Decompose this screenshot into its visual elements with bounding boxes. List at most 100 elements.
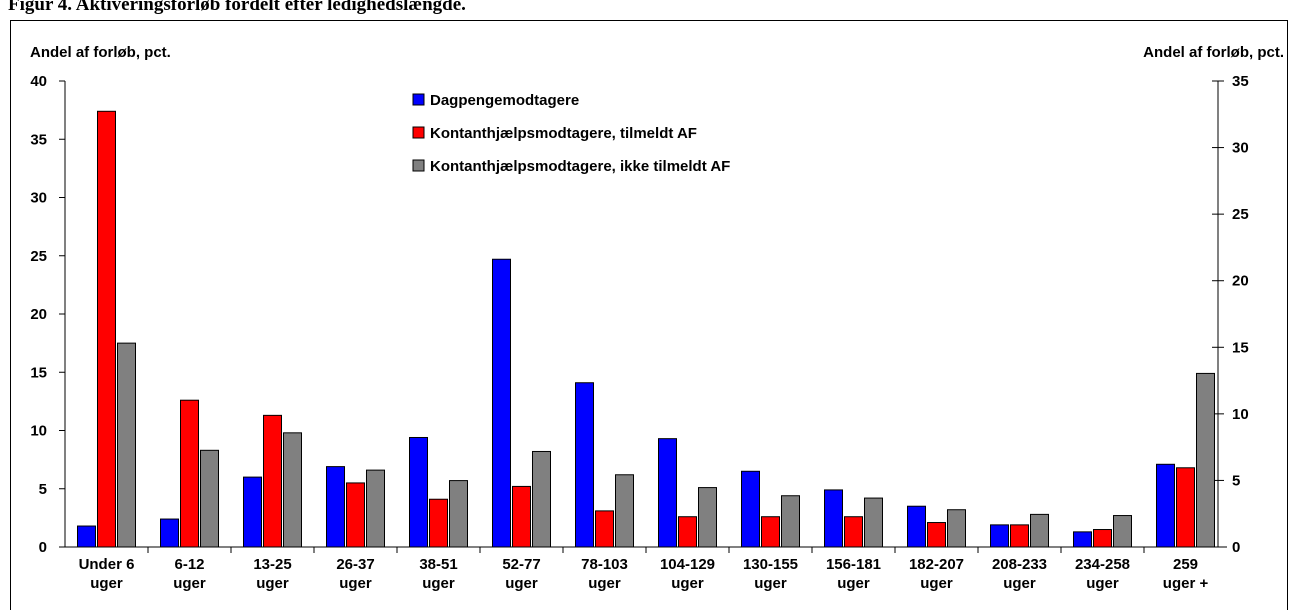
bar	[844, 516, 863, 548]
y-tick-label: 25	[30, 248, 47, 265]
bar	[615, 474, 634, 548]
bar	[575, 382, 594, 548]
x-tick-label-line: uger	[671, 575, 704, 592]
y-tick-label: 40	[30, 73, 47, 90]
y-tick-label: 15	[30, 364, 47, 381]
x-tick-label-line: uger	[1003, 575, 1036, 592]
legend-label: Kontanthjælpsmodtagere, ikke tilmeldt AF	[430, 158, 730, 175]
y2-tick-label: 0	[1232, 539, 1240, 556]
x-tick-label-line: 234-258	[1075, 556, 1130, 573]
x-tick-label-line: uger	[173, 575, 206, 592]
y2-tick-label: 20	[1232, 273, 1249, 290]
x-tick-label-line: 208-233	[992, 556, 1047, 573]
x-tick-label: 182-207 uger	[909, 556, 964, 592]
bar	[595, 510, 614, 548]
x-tick-label-line: 259	[1173, 556, 1198, 573]
x-tick-label-line: uger	[90, 575, 123, 592]
x-tick-label-line: 26-37	[336, 556, 374, 573]
bar	[907, 505, 926, 548]
legend-swatch	[412, 159, 425, 172]
bar	[678, 516, 697, 548]
bar	[781, 495, 800, 548]
x-tick-label-line: 6-12	[174, 556, 204, 573]
bar	[532, 450, 551, 548]
bar	[512, 485, 531, 548]
bar	[761, 516, 780, 548]
x-tick-label: 78-103 uger	[581, 556, 628, 592]
chart-title: Figur 4. Aktiveringsforløb fordelt efter…	[8, 0, 466, 15]
bar	[864, 497, 883, 548]
x-tick-label: 156-181 uger	[826, 556, 881, 592]
y-axis-label: Andel af forløb, pct.	[30, 44, 171, 61]
x-tick-label-line: uger	[837, 575, 870, 592]
y2-tick-label: 15	[1232, 339, 1249, 356]
x-tick-label-line: 13-25	[253, 556, 291, 573]
bar	[927, 522, 946, 548]
x-tick-label: 130-155 uger	[743, 556, 798, 592]
bar	[492, 258, 511, 548]
bar	[200, 449, 219, 548]
x-tick-label-line: 78-103	[581, 556, 628, 573]
x-tick-label: 38-51 uger	[419, 556, 457, 592]
x-tick-label-line: uger	[256, 575, 289, 592]
y-tick-label: 0	[39, 539, 47, 556]
bar	[1196, 372, 1215, 548]
bar	[429, 498, 448, 548]
legend-label: Dagpengemodtagere	[430, 92, 579, 109]
bar	[1073, 531, 1092, 548]
x-tick-label: 26-37 uger	[336, 556, 374, 592]
x-tick-label-line: uger +	[1163, 575, 1209, 592]
bar	[658, 438, 677, 548]
x-tick-label-line: Under 6	[79, 556, 135, 573]
bar	[180, 399, 199, 548]
legend-swatch	[412, 93, 425, 106]
bar	[263, 414, 282, 548]
bar	[1176, 467, 1195, 548]
x-tick-label-line: 182-207	[909, 556, 964, 573]
y2-tick-label: 10	[1232, 406, 1249, 423]
x-tick-label: 104-129 uger	[660, 556, 715, 592]
x-tick-label-line: uger	[754, 575, 787, 592]
bar	[243, 476, 262, 548]
x-tick-label-line: uger	[920, 575, 953, 592]
y2-tick-label: 25	[1232, 206, 1249, 223]
bar	[409, 436, 428, 548]
bar	[1113, 515, 1132, 548]
bar	[824, 489, 843, 548]
bar	[698, 487, 717, 548]
y2-tick-label: 35	[1232, 73, 1249, 90]
bar	[326, 466, 345, 548]
x-tick-label: 6-12 uger	[173, 556, 206, 592]
y-tick-label: 10	[30, 423, 47, 440]
bar	[346, 482, 365, 548]
x-tick-label-line: 52-77	[502, 556, 540, 573]
bar	[1010, 524, 1029, 548]
bar	[1156, 463, 1175, 548]
y-tick-label: 30	[30, 190, 47, 207]
chart-frame	[10, 20, 1288, 610]
x-tick-label: Under 6 uger	[79, 556, 135, 592]
x-tick-label-line: uger	[339, 575, 372, 592]
bar	[741, 470, 760, 548]
y-tick-label: 20	[30, 306, 47, 323]
bar	[97, 110, 116, 548]
bar	[366, 469, 385, 548]
x-tick-label-line: uger	[505, 575, 538, 592]
x-tick-label: 13-25 uger	[253, 556, 291, 592]
x-tick-label: 52-77 uger	[502, 556, 540, 592]
x-tick-label-line: uger	[422, 575, 455, 592]
x-tick-label-line: 130-155	[743, 556, 798, 573]
y-tick-label: 35	[30, 131, 47, 148]
bar	[990, 524, 1009, 548]
y2-tick-label: 5	[1232, 472, 1240, 489]
bar	[449, 480, 468, 548]
legend-swatch	[412, 126, 425, 139]
y2-axis-label: Andel af forløb, pct.	[1143, 44, 1284, 61]
bar	[160, 518, 179, 548]
x-tick-label-line: 156-181	[826, 556, 881, 573]
bar	[77, 525, 96, 548]
y-tick-label: 5	[39, 481, 47, 498]
y2-tick-label: 30	[1232, 140, 1249, 157]
bar	[947, 509, 966, 548]
